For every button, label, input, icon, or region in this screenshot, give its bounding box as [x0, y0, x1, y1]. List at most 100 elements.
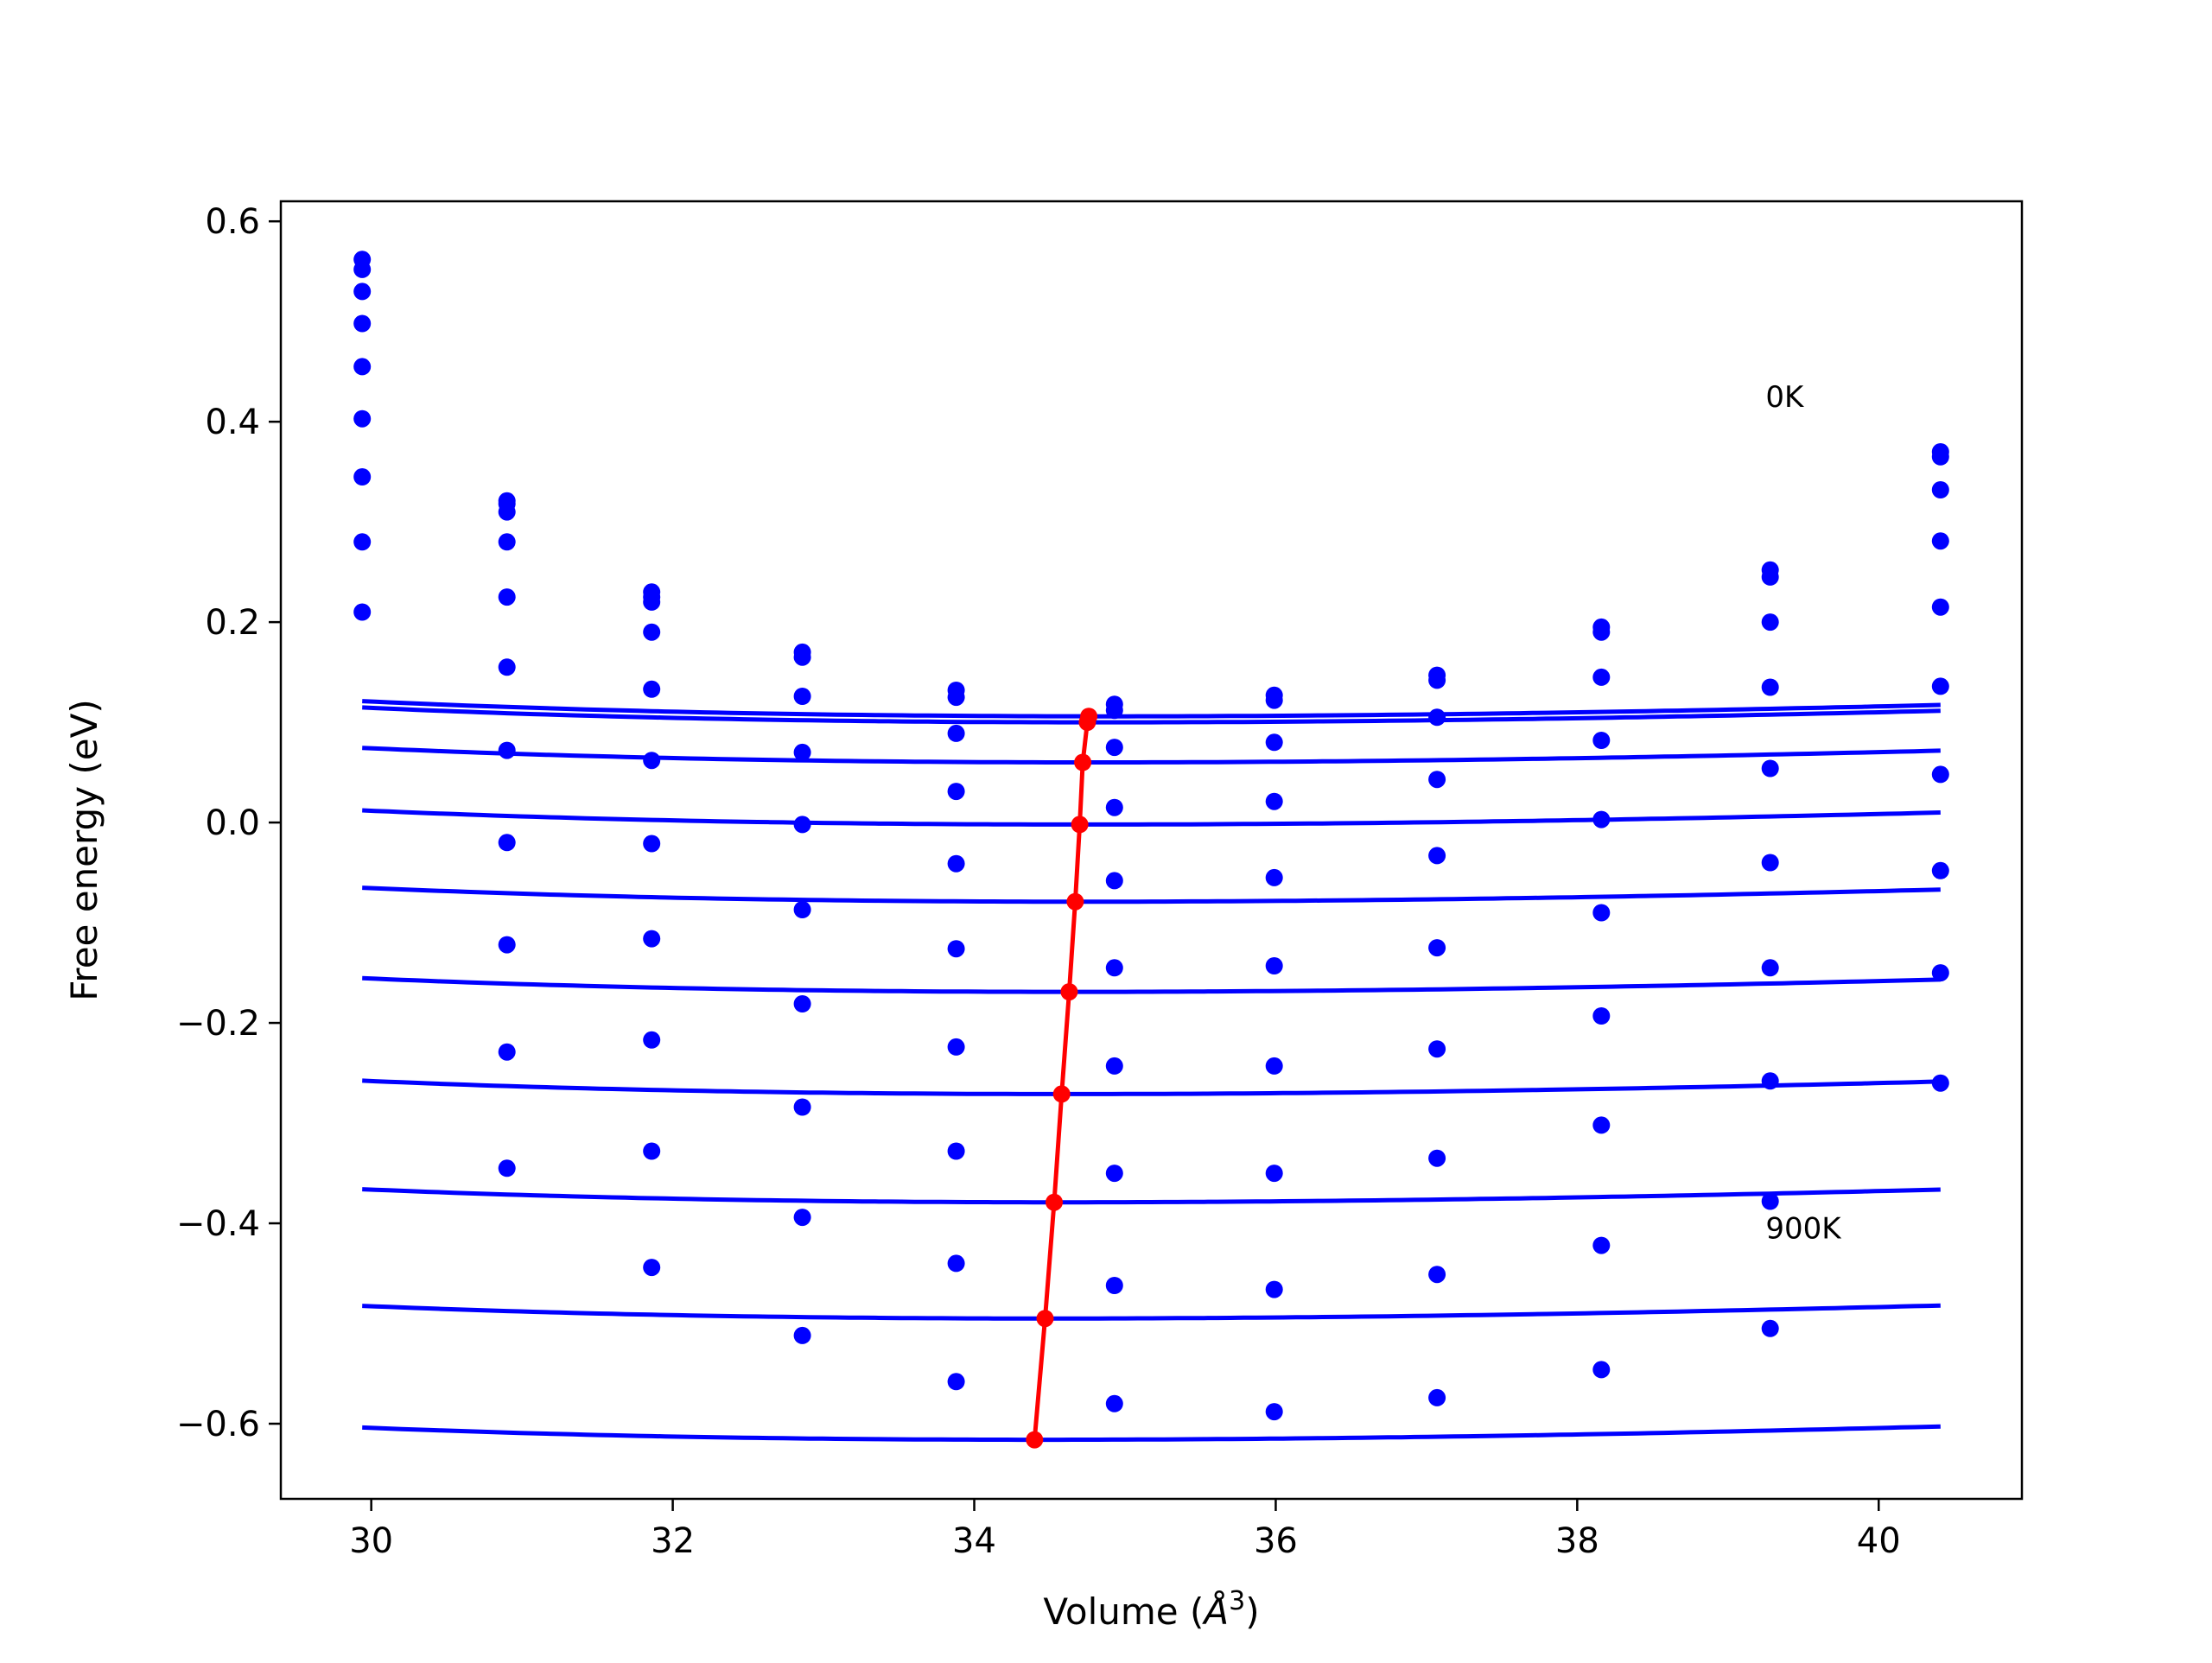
data-point — [1428, 1149, 1446, 1167]
fit-curve-7 — [362, 1187, 1941, 1205]
fit-curve-2 — [362, 746, 1941, 765]
data-point — [1592, 732, 1611, 749]
data-point — [1265, 792, 1283, 810]
data-point — [1105, 1057, 1123, 1075]
annotation-layer: 0K 900K — [1765, 380, 1842, 1247]
minimum-point — [1026, 1431, 1044, 1449]
fit-curve-9 — [362, 1424, 1941, 1443]
data-point — [1265, 1280, 1283, 1298]
fit-curve-4 — [362, 885, 1941, 904]
data-point — [1105, 739, 1123, 757]
data-point — [1592, 1236, 1611, 1254]
data-point — [1428, 847, 1446, 865]
data-point — [947, 940, 965, 958]
data-point — [498, 936, 516, 954]
data-point — [1265, 868, 1283, 886]
data-point — [643, 930, 661, 948]
data-point — [643, 1142, 661, 1160]
data-point — [1105, 1165, 1123, 1183]
data-point — [947, 1373, 965, 1391]
data-point — [1592, 1007, 1611, 1025]
data-point — [1931, 481, 1949, 498]
fit-curve-3 — [362, 808, 1941, 827]
y-tick-label: 0.2 — [205, 603, 260, 643]
minimum-point — [1074, 753, 1092, 771]
data-point — [793, 1098, 811, 1116]
data-point — [498, 834, 516, 852]
data-point — [947, 724, 965, 742]
data-point — [1105, 701, 1123, 720]
y-tick-label: 0.0 — [205, 803, 260, 843]
data-point — [1428, 708, 1446, 727]
data-point — [643, 593, 661, 611]
data-point — [1592, 904, 1611, 922]
data-point — [1931, 964, 1949, 982]
data-point — [1761, 1192, 1779, 1210]
data-point — [1931, 677, 1949, 695]
y-tick-label: 0.6 — [205, 202, 260, 242]
data-point — [1592, 1361, 1611, 1379]
curve-annotation: 900K — [1765, 1211, 1842, 1246]
data-point — [643, 752, 661, 770]
fit-curve-0 — [362, 699, 1941, 719]
x-axis-label: Volume (Å3) — [1043, 1586, 1259, 1634]
minimum-point — [1036, 1310, 1054, 1328]
data-point — [793, 1209, 811, 1227]
data-point — [643, 623, 661, 641]
x-tick-label: 38 — [1555, 1521, 1599, 1561]
data-point — [353, 468, 372, 486]
x-axis-label-symbol: Å — [1201, 1590, 1229, 1633]
data-point — [1265, 1057, 1283, 1075]
data-point — [353, 603, 372, 621]
data-point — [1428, 671, 1446, 689]
data-point — [947, 783, 965, 801]
x-tick-label: 36 — [1254, 1521, 1298, 1561]
data-point — [793, 816, 811, 834]
data-point — [1592, 810, 1611, 828]
minimum-point — [1046, 1193, 1063, 1211]
data-point — [1761, 678, 1779, 696]
data-point — [1428, 1266, 1446, 1284]
data-point — [947, 689, 965, 707]
y-axis-label: Free energy (eV) — [63, 699, 105, 1001]
data-point — [1592, 668, 1611, 686]
fit-curve-5 — [362, 975, 1941, 994]
data-point — [793, 688, 811, 705]
data-point — [1761, 759, 1779, 778]
data-point — [1931, 1074, 1949, 1092]
x-axis-ticks: 30 32 34 36 38 40 — [349, 1499, 1901, 1561]
data-point — [1265, 957, 1283, 974]
data-point — [498, 741, 516, 759]
data-point — [1761, 1319, 1779, 1337]
data-point — [947, 854, 965, 873]
data-point — [793, 743, 811, 761]
data-point — [1428, 771, 1446, 789]
x-tick-label: 40 — [1857, 1521, 1901, 1561]
data-point — [1592, 1116, 1611, 1134]
data-point — [1105, 959, 1123, 977]
minimum-point — [1071, 816, 1089, 834]
data-point — [353, 358, 372, 376]
curve-annotation: 0K — [1765, 380, 1805, 415]
data-point — [643, 835, 661, 853]
y-tick-label: −0.4 — [176, 1204, 260, 1244]
data-point — [1761, 854, 1779, 872]
minimum-point — [1052, 1085, 1071, 1103]
data-point — [1428, 1040, 1446, 1058]
data-point — [1265, 1165, 1283, 1183]
data-point — [643, 1031, 661, 1049]
data-point — [1761, 959, 1779, 977]
x-axis-label-text: Volume ( — [1043, 1590, 1204, 1633]
data-point — [353, 409, 372, 428]
data-point — [353, 314, 372, 333]
x-tick-label: 32 — [651, 1521, 695, 1561]
data-point — [1105, 1277, 1123, 1294]
data-point — [793, 648, 811, 666]
data-point — [947, 1142, 965, 1160]
minimum-point — [1060, 983, 1078, 1001]
data-point — [1761, 568, 1779, 586]
data-point — [793, 901, 811, 918]
y-axis-ticks: −0.6 −0.4 −0.2 0.0 0.2 0.4 0.6 — [176, 202, 281, 1444]
